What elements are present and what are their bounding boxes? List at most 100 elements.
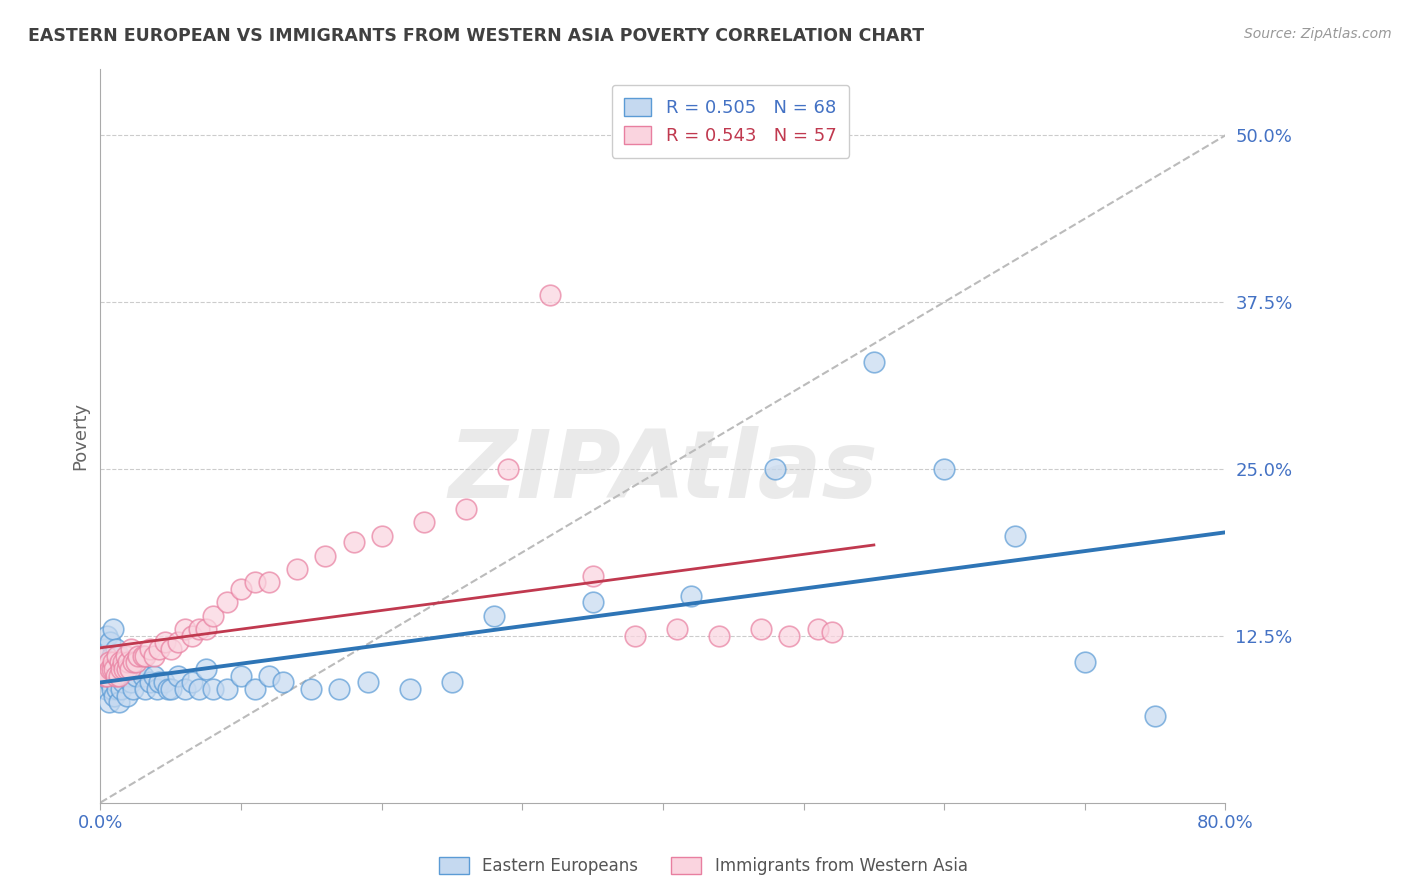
Point xyxy=(104,642,127,657)
Point xyxy=(105,682,128,697)
Text: ZIPAtlas: ZIPAtlas xyxy=(449,426,877,518)
Point xyxy=(97,696,120,710)
Point xyxy=(623,629,645,643)
Point xyxy=(412,516,434,530)
Point xyxy=(765,462,787,476)
Point xyxy=(180,629,202,643)
Point xyxy=(243,575,266,590)
Point xyxy=(257,669,280,683)
Point xyxy=(134,648,156,663)
Point xyxy=(229,582,252,596)
Text: Source: ZipAtlas.com: Source: ZipAtlas.com xyxy=(1244,27,1392,41)
Point xyxy=(110,656,132,670)
Point xyxy=(538,288,561,302)
Point xyxy=(103,662,125,676)
Point xyxy=(709,629,731,643)
Point xyxy=(166,635,188,649)
Point xyxy=(103,689,125,703)
Point xyxy=(243,682,266,697)
Point xyxy=(156,682,179,697)
Point xyxy=(115,662,138,676)
Point xyxy=(117,656,139,670)
Point xyxy=(807,622,830,636)
Point xyxy=(100,662,122,676)
Point xyxy=(187,682,209,697)
Point xyxy=(159,682,181,697)
Point xyxy=(97,656,120,670)
Point xyxy=(131,648,153,663)
Point xyxy=(110,662,132,676)
Point xyxy=(97,656,120,670)
Point xyxy=(145,682,167,697)
Point xyxy=(496,462,519,476)
Point xyxy=(194,622,217,636)
Point xyxy=(1074,656,1097,670)
Point xyxy=(115,689,138,703)
Point xyxy=(114,648,136,663)
Point xyxy=(342,535,364,549)
Point xyxy=(152,675,174,690)
Point xyxy=(482,608,505,623)
Point xyxy=(581,568,603,582)
Point xyxy=(107,669,129,683)
Point xyxy=(91,669,114,683)
Point xyxy=(440,675,463,690)
Point xyxy=(118,662,141,676)
Point xyxy=(215,595,238,609)
Point xyxy=(107,696,129,710)
Point xyxy=(148,675,170,690)
Point xyxy=(127,662,149,676)
Point xyxy=(285,562,308,576)
Point xyxy=(142,669,165,683)
Point xyxy=(131,669,153,683)
Point xyxy=(121,682,143,697)
Point xyxy=(454,502,477,516)
Point xyxy=(299,682,322,697)
Point xyxy=(98,635,121,649)
Point xyxy=(166,669,188,683)
Point xyxy=(934,462,956,476)
Point xyxy=(91,662,114,676)
Point xyxy=(103,656,125,670)
Point xyxy=(138,642,160,657)
Point xyxy=(370,529,392,543)
Point xyxy=(117,662,139,676)
Point xyxy=(100,648,122,663)
Point xyxy=(94,682,117,697)
Point xyxy=(93,642,115,657)
Point xyxy=(112,662,135,676)
Point xyxy=(257,575,280,590)
Point xyxy=(112,662,135,676)
Point xyxy=(108,669,131,683)
Point xyxy=(142,648,165,663)
Point xyxy=(229,669,252,683)
Point xyxy=(121,656,143,670)
Point xyxy=(124,669,146,683)
Point xyxy=(314,549,336,563)
Point xyxy=(1144,709,1167,723)
Point xyxy=(201,608,224,623)
Point xyxy=(215,682,238,697)
Point xyxy=(111,675,134,690)
Point xyxy=(96,629,118,643)
Point xyxy=(148,642,170,657)
Point xyxy=(120,675,142,690)
Point xyxy=(100,682,122,697)
Point xyxy=(110,682,132,697)
Point xyxy=(187,622,209,636)
Point xyxy=(96,662,118,676)
Point xyxy=(111,656,134,670)
Point xyxy=(153,635,176,649)
Point xyxy=(94,648,117,663)
Point xyxy=(398,682,420,697)
Point xyxy=(1004,529,1026,543)
Point xyxy=(104,675,127,690)
Point xyxy=(581,595,603,609)
Point xyxy=(98,675,121,690)
Point xyxy=(127,648,149,663)
Point xyxy=(665,622,688,636)
Point xyxy=(120,642,142,657)
Point xyxy=(105,662,128,676)
Y-axis label: Poverty: Poverty xyxy=(72,401,89,469)
Point xyxy=(108,656,131,670)
